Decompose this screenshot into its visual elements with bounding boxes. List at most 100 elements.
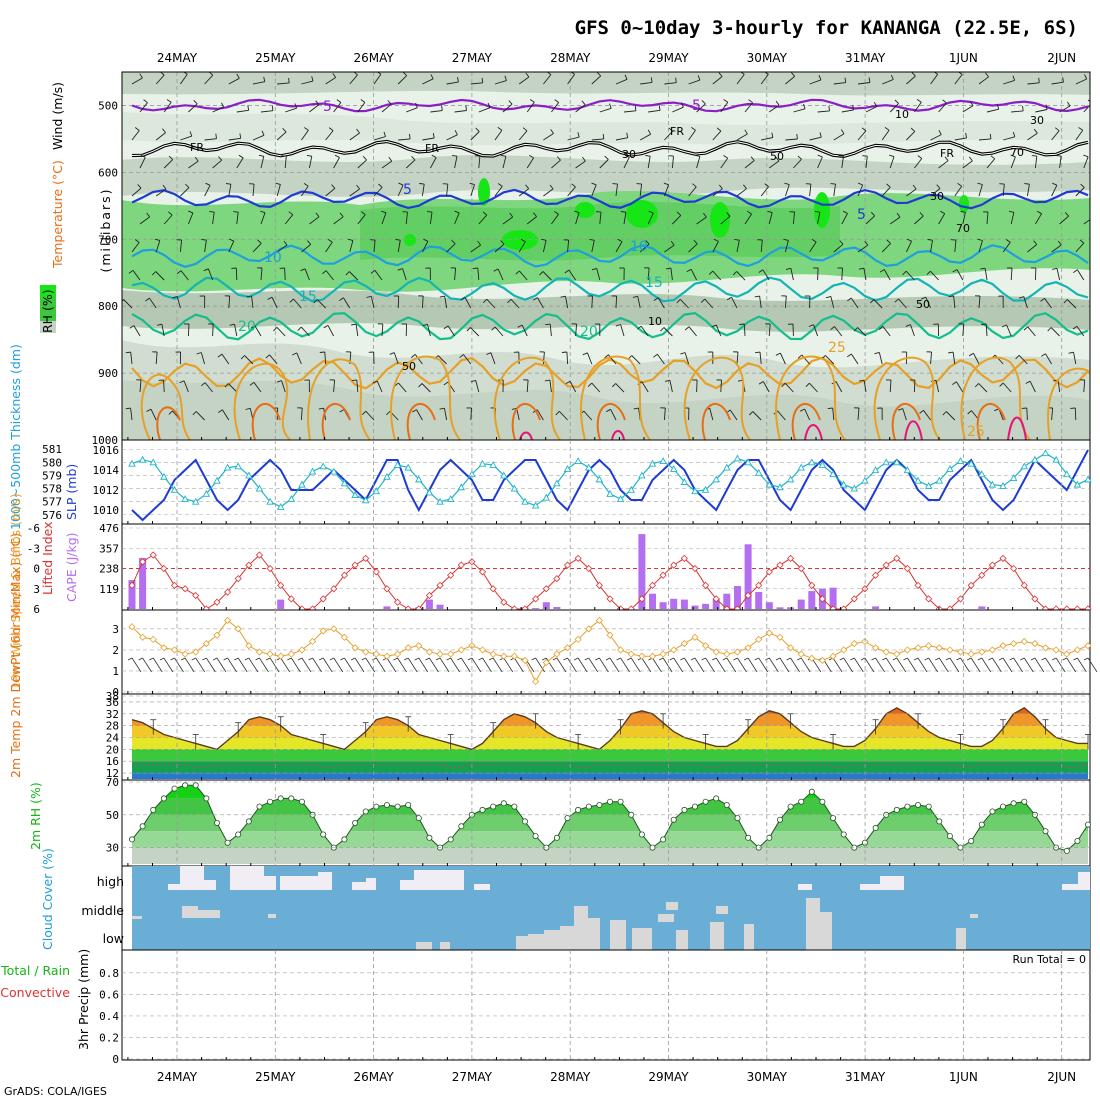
wind-barb <box>784 184 790 197</box>
wind-barb <box>492 657 503 673</box>
lifted-index-point <box>478 568 487 576</box>
wind-barb <box>204 240 207 253</box>
wind-barb-flag <box>1051 657 1057 661</box>
lifted-index-point <box>213 598 221 606</box>
wind-barb <box>833 133 845 141</box>
wind-barb <box>300 407 303 421</box>
wind-barb <box>207 268 214 281</box>
cape-bar <box>553 607 561 609</box>
wind-barb <box>155 240 161 253</box>
wind-barb-flag <box>292 352 297 356</box>
wind-barb-flag <box>250 325 256 329</box>
wind-barb <box>477 267 480 281</box>
wind-barb <box>356 379 359 393</box>
wind-barb <box>212 159 222 169</box>
thickness-point <box>393 461 402 468</box>
wind-barb <box>864 657 875 673</box>
rh-point <box>766 834 773 841</box>
wind-barb <box>251 296 254 309</box>
wind-barb <box>1083 379 1086 393</box>
wind-barb-flag <box>977 657 982 661</box>
wind-barb-flag <box>1001 324 1007 328</box>
lifted-index-point <box>362 554 370 562</box>
cape-bar <box>829 587 837 609</box>
wind-barb <box>885 657 896 673</box>
wind-barb <box>907 657 917 673</box>
wind-barb <box>1035 213 1042 225</box>
wind-barb <box>236 109 249 113</box>
wind-barb-flag <box>201 382 206 387</box>
rh-point <box>777 816 784 823</box>
wind-barb <box>986 108 999 113</box>
wind-barb-flag <box>327 239 333 243</box>
wind-barb <box>236 157 244 169</box>
wind-speed-point <box>245 642 253 650</box>
wind-barb-flag <box>221 102 225 108</box>
rh-point <box>405 802 412 809</box>
wind-barb <box>809 184 812 197</box>
wind-barb <box>809 79 822 85</box>
wind-barb <box>928 657 939 673</box>
wind-barb <box>244 355 254 365</box>
wind-barb-flag <box>968 156 973 162</box>
wind-barb-flag <box>265 354 270 359</box>
wind-speed-point <box>914 644 922 652</box>
wind-barb-flag <box>549 184 554 190</box>
wind-barb-flag <box>1064 212 1069 217</box>
wind-barb-flag <box>529 99 535 103</box>
wind-barb-flag <box>663 182 669 186</box>
wind-speed-point <box>999 642 1007 650</box>
wind-barb-flag <box>308 657 313 661</box>
wind-barb <box>762 381 770 393</box>
wind-barb-flag <box>128 269 134 274</box>
wind-speed-point <box>574 635 582 643</box>
slp-tick-label: 1016 <box>93 444 120 457</box>
cape-bar <box>755 592 763 609</box>
wind-barb-flag <box>386 410 391 416</box>
wind-barb <box>1002 382 1012 393</box>
wind-barb-flag <box>582 352 588 356</box>
wind-barb <box>986 158 996 169</box>
wind-speed-point <box>510 652 518 660</box>
thickness-point <box>627 485 636 493</box>
rh-point <box>1042 828 1049 835</box>
wind-barb <box>406 107 418 113</box>
wind-barb <box>542 240 547 253</box>
wind-barb <box>248 657 259 673</box>
cape-bar <box>670 598 678 609</box>
wind-barb-flag <box>1083 657 1089 661</box>
wind-barb <box>736 271 746 281</box>
wind-barb-flag <box>645 240 650 245</box>
wind-barb <box>1059 215 1069 225</box>
wind-barb <box>407 657 418 673</box>
wind-barb-flag <box>1020 657 1025 661</box>
wind-barb-flag <box>376 72 382 75</box>
pressure-tick-label: 900 <box>98 367 118 380</box>
wind-barb-flag <box>1041 353 1046 357</box>
wind-barb-flag <box>892 657 897 661</box>
wind-barb-flag <box>944 156 949 161</box>
wind-barb <box>1034 267 1037 281</box>
wind-barb <box>853 657 864 673</box>
isotach-label: 50 <box>402 360 416 373</box>
wind-barb <box>873 299 883 309</box>
wind-barb <box>809 136 822 141</box>
rh-point <box>596 802 603 809</box>
wind-barb <box>290 657 301 673</box>
wind-barb <box>583 410 593 421</box>
wind-barb <box>906 75 916 85</box>
wind-speed-point <box>362 648 370 656</box>
wind-barb-flag <box>145 297 150 302</box>
wind-barb <box>1029 381 1036 393</box>
wind-barb <box>978 240 983 253</box>
wind-barb-flag <box>151 271 157 276</box>
wind-barb-flag <box>917 155 923 159</box>
temp-band <box>132 737 1088 750</box>
wind-barb-flag <box>645 155 651 157</box>
wind-speed-point <box>1010 640 1018 648</box>
precip-tick-label: 0.4 <box>99 1010 119 1023</box>
lifted-index-point <box>1010 564 1018 573</box>
thickness-point <box>882 458 890 466</box>
thickness-point <box>563 464 572 472</box>
